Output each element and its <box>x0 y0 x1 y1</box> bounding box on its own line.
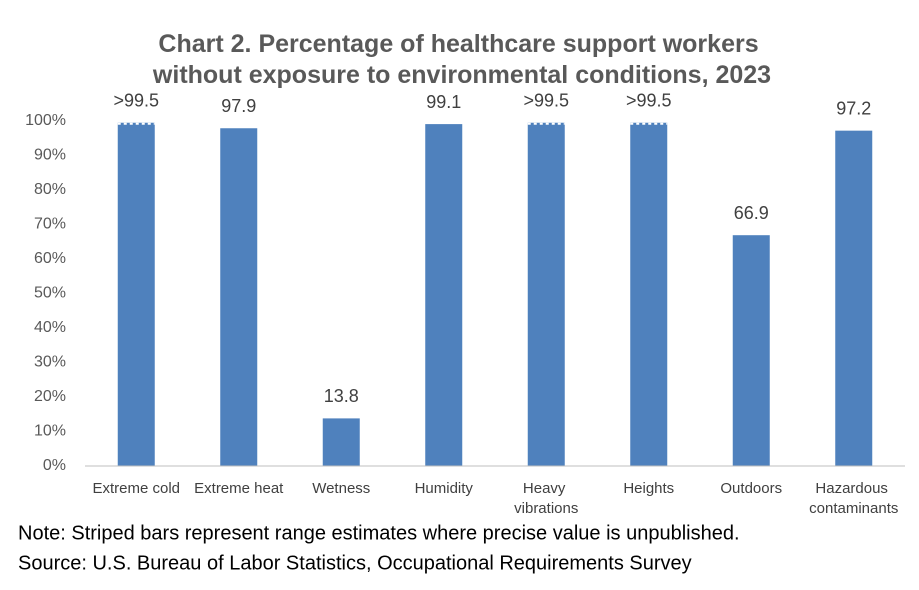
y-tick-label: 100% <box>25 112 66 129</box>
bar <box>322 418 360 466</box>
x-tick-label: Extreme heat <box>194 480 284 497</box>
y-tick-label: 70% <box>34 216 66 233</box>
x-tick-label: Outdoors <box>720 480 782 497</box>
bar <box>527 122 565 466</box>
bar <box>220 128 258 466</box>
x-tick-label: Humidity <box>415 480 474 497</box>
x-tick-label: Hazardous contaminants <box>809 480 898 517</box>
y-tick-label: 60% <box>34 250 66 267</box>
y-tick-label: 50% <box>34 285 66 302</box>
y-tick-label: 40% <box>34 319 66 336</box>
bar <box>835 130 873 466</box>
bar <box>630 122 668 466</box>
value-label: 97.9 <box>221 96 256 116</box>
x-tick-label: Heavy vibrations <box>514 480 578 517</box>
x-tick-label: Wetness <box>312 480 370 497</box>
y-tick-label: 10% <box>34 423 66 440</box>
value-label: 66.9 <box>734 203 769 223</box>
y-tick-label: 90% <box>34 147 66 164</box>
chart-title: Chart 2. Percentage of healthcare suppor… <box>152 30 771 89</box>
value-label: >99.5 <box>523 90 569 110</box>
value-label: >99.5 <box>113 90 159 110</box>
bar <box>732 235 770 466</box>
x-tick-label: Extreme cold <box>92 480 180 497</box>
bar <box>117 122 155 466</box>
bar <box>425 124 463 466</box>
note: Note: Striped bars represent range estim… <box>18 522 740 544</box>
value-label: 13.8 <box>324 386 359 406</box>
y-tick-label: 20% <box>34 388 66 405</box>
y-tick-label: 80% <box>34 181 66 198</box>
y-tick-label: 0% <box>43 457 66 474</box>
y-tick-label: 30% <box>34 354 66 371</box>
value-label: 99.1 <box>426 92 461 112</box>
x-tick-label: Heights <box>623 480 674 497</box>
value-label: 97.2 <box>836 98 871 118</box>
source: Source: U.S. Bureau of Labor Statistics,… <box>18 552 692 574</box>
value-label: >99.5 <box>626 90 672 110</box>
